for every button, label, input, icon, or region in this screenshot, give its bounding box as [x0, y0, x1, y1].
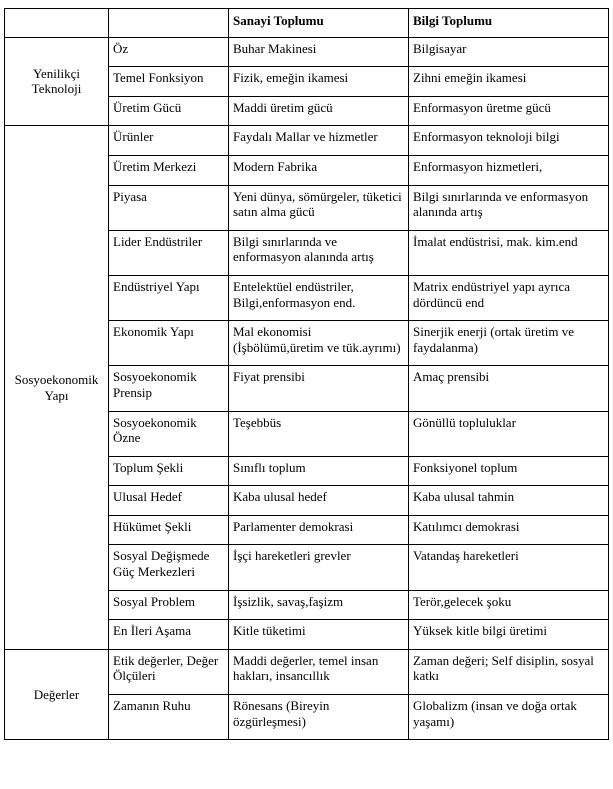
cell-bilgi: Sinerjik enerji (ortak üretim ve faydala…	[409, 321, 609, 366]
sub-label: Zamanın Ruhu	[109, 695, 229, 740]
cell-bilgi: Fonksiyonel toplum	[409, 456, 609, 486]
sub-label: Üretim Merkezi	[109, 155, 229, 185]
cell-sanayi: Bilgi sınırlarında ve enformasyon alanın…	[229, 230, 409, 275]
cell-sanayi: İşçi hareketleri grevler	[229, 545, 409, 590]
table-header-row: Sanayi Toplumu Bilgi Toplumu	[5, 9, 609, 38]
cell-sanayi: Parlamenter demokrasi	[229, 515, 409, 545]
sub-label: Lider Endüstriler	[109, 230, 229, 275]
cell-bilgi: Vatandaş hareketleri	[409, 545, 609, 590]
header-col-2: Bilgi Toplumu	[409, 9, 609, 38]
sub-label: Ekonomik Yapı	[109, 321, 229, 366]
cell-bilgi: İmalat endüstrisi, mak. kim.end	[409, 230, 609, 275]
sub-label: Ürünler	[109, 126, 229, 156]
sub-label: Endüstriyel Yapı	[109, 275, 229, 320]
cell-bilgi: Gönüllü topluluklar	[409, 411, 609, 456]
cell-sanayi: Fiyat prensibi	[229, 366, 409, 411]
sub-label: Üretim Gücü	[109, 96, 229, 126]
cell-sanayi: Fizik, emeğin ikamesi	[229, 67, 409, 97]
cell-bilgi: Kaba ulusal tahmin	[409, 486, 609, 516]
sub-label: Sosyal Problem	[109, 590, 229, 620]
sub-label: Hükümet Şekli	[109, 515, 229, 545]
cell-sanayi: Maddi üretim gücü	[229, 96, 409, 126]
cell-sanayi: Teşebbüs	[229, 411, 409, 456]
cell-sanayi: Rönesans (Bireyin özgürleşmesi)	[229, 695, 409, 740]
cell-bilgi: Katılımcı demokrasi	[409, 515, 609, 545]
cell-sanayi: Kitle tüketimi	[229, 620, 409, 650]
group-label: Sosyoekonomik Yapı	[5, 126, 109, 649]
sub-label: Sosyal Değişmede Güç Merkezleri	[109, 545, 229, 590]
cell-bilgi: Bilgi sınırlarında ve enformasyon alanın…	[409, 185, 609, 230]
table-row: DeğerlerEtik değerler, Değer ÖlçüleriMad…	[5, 649, 609, 694]
sub-label: Öz	[109, 37, 229, 67]
cell-bilgi: Enformasyon üretme gücü	[409, 96, 609, 126]
group-label: Değerler	[5, 649, 109, 739]
group-label: Yenilikçi Teknoloji	[5, 37, 109, 126]
cell-sanayi: Buhar Makinesi	[229, 37, 409, 67]
cell-bilgi: Enformasyon teknoloji bilgi	[409, 126, 609, 156]
sub-label: Piyasa	[109, 185, 229, 230]
cell-sanayi: Yeni dünya, sömürgeler, tüketici satın a…	[229, 185, 409, 230]
header-col-1: Sanayi Toplumu	[229, 9, 409, 38]
sub-label: Toplum Şekli	[109, 456, 229, 486]
cell-bilgi: Zihni emeğin ikamesi	[409, 67, 609, 97]
cell-sanayi: Sınıflı toplum	[229, 456, 409, 486]
cell-bilgi: Globalizm (insan ve doğa ortak yaşamı)	[409, 695, 609, 740]
comparison-table: Sanayi Toplumu Bilgi Toplumu Yenilikçi T…	[4, 8, 609, 740]
cell-bilgi: Amaç prensibi	[409, 366, 609, 411]
sub-label: Ulusal Hedef	[109, 486, 229, 516]
cell-bilgi: Enformasyon hizmetleri,	[409, 155, 609, 185]
cell-bilgi: Yüksek kitle bilgi üretimi	[409, 620, 609, 650]
cell-sanayi: Faydalı Mallar ve hizmetler	[229, 126, 409, 156]
sub-label: En İleri Aşama	[109, 620, 229, 650]
table-row: Sosyoekonomik YapıÜrünlerFaydalı Mallar …	[5, 126, 609, 156]
cell-bilgi: Terör,gelecek şoku	[409, 590, 609, 620]
cell-sanayi: Maddi değerler, temel insan hakları, ins…	[229, 649, 409, 694]
table-row: Yenilikçi TeknolojiÖzBuhar MakinesiBilgi…	[5, 37, 609, 67]
cell-bilgi: Matrix endüstriyel yapı ayrıca dördüncü …	[409, 275, 609, 320]
header-blank-1	[5, 9, 109, 38]
sub-label: Sosyoekonomik Prensip	[109, 366, 229, 411]
cell-bilgi: Zaman değeri; Self disiplin, sosyal katk…	[409, 649, 609, 694]
header-blank-2	[109, 9, 229, 38]
cell-sanayi: Mal ekonomisi (İşbölümü,üretim ve tük.ay…	[229, 321, 409, 366]
sub-label: Sosyoekonomik Özne	[109, 411, 229, 456]
cell-sanayi: Kaba ulusal hedef	[229, 486, 409, 516]
cell-sanayi: İşsizlik, savaş,faşizm	[229, 590, 409, 620]
cell-sanayi: Modern Fabrika	[229, 155, 409, 185]
sub-label: Temel Fonksiyon	[109, 67, 229, 97]
cell-bilgi: Bilgisayar	[409, 37, 609, 67]
table-body: Yenilikçi TeknolojiÖzBuhar MakinesiBilgi…	[5, 37, 609, 740]
cell-sanayi: Entelektüel endüstriler, Bilgi,enformasy…	[229, 275, 409, 320]
sub-label: Etik değerler, Değer Ölçüleri	[109, 649, 229, 694]
